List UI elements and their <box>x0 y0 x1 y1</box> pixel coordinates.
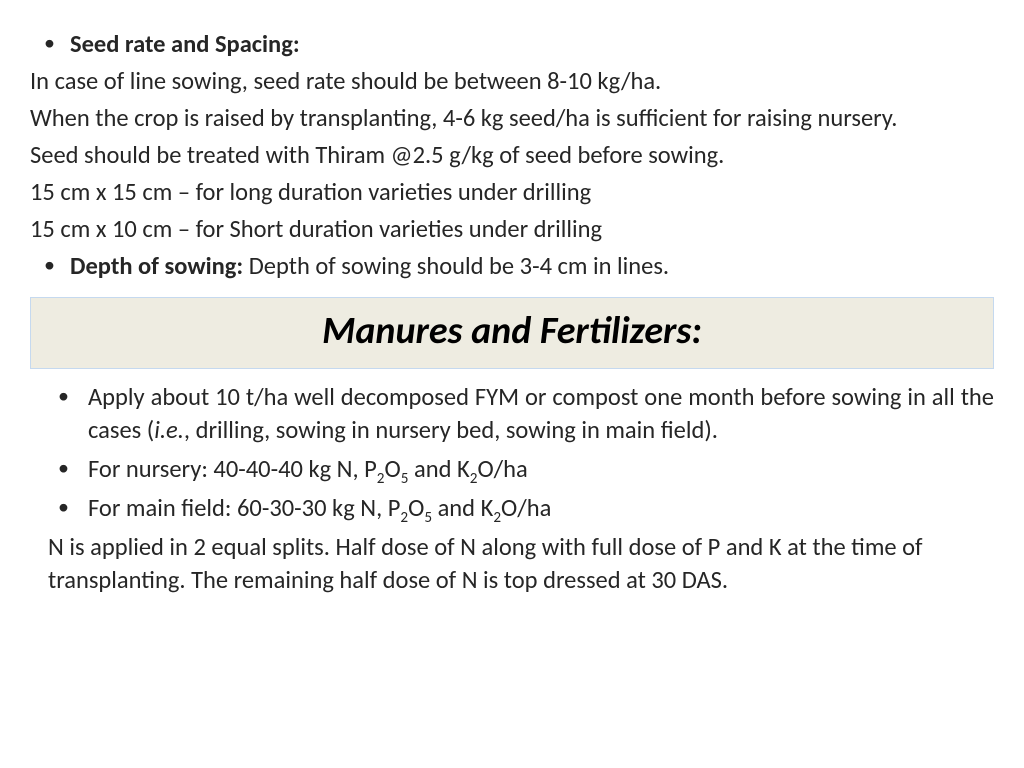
text-transplanting: When the crop is raised by transplanting… <box>30 102 994 135</box>
label-depth: Depth of sowing: <box>70 251 249 281</box>
label-seed-rate: Seed rate and Spacing: <box>70 29 300 59</box>
text-thiram: Seed should be treated with Thiram @2.5 … <box>30 139 994 172</box>
heading-manures: Manures and Fertilizers: <box>30 297 994 368</box>
bullet-seed-rate: Seed rate and Spacing: <box>30 28 994 61</box>
text-spacing-long: 15 cm x 15 cm – for long duration variet… <box>30 176 994 209</box>
slide-content: Seed rate and Spacing: In case of line s… <box>30 28 994 597</box>
text-fym-ital: i.e. <box>154 415 184 445</box>
t-m-pre: For main field: 60-30-30 kg N, P <box>88 493 400 523</box>
t-m-m3: O/ha <box>501 493 551 523</box>
t-m-m2: and K <box>432 493 493 523</box>
text-depth: Depth of sowing should be 3-4 cm in line… <box>249 251 669 281</box>
bullet-mainfield: For main field: 60-30-30 kg N, P2O5 and … <box>30 492 994 525</box>
t-n-m1: O <box>385 454 401 484</box>
t-n-m2: and K <box>408 454 469 484</box>
t-m-s3: 2 <box>493 509 501 527</box>
bullet-list-2: Apply about 10 t/ha well decomposed FYM … <box>30 381 994 525</box>
text-n-splits: N is applied in 2 equal splits. Half dos… <box>30 531 994 597</box>
t-n-pre: For nursery: 40-40-40 kg N, P <box>88 454 377 484</box>
text-spacing-short: 15 cm x 10 cm – for Short duration varie… <box>30 213 994 246</box>
bullet-list-1: Seed rate and Spacing: <box>30 28 994 61</box>
t-n-m3: O/ha <box>477 454 527 484</box>
bullet-fym: Apply about 10 t/ha well decomposed FYM … <box>30 381 994 447</box>
bullet-nursery: For nursery: 40-40-40 kg N, P2O5 and K2O… <box>30 453 994 486</box>
bullet-depth: Depth of sowing: Depth of sowing should … <box>30 250 994 283</box>
heading-text: Manures and Fertilizers: <box>322 308 702 354</box>
t-m-m1: O <box>408 493 424 523</box>
bullet-list-depth: Depth of sowing: Depth of sowing should … <box>30 250 994 283</box>
t-m-s2: 5 <box>424 509 432 527</box>
t-m-s1: 2 <box>400 509 408 527</box>
text-line-sowing: In case of line sowing, seed rate should… <box>30 65 994 98</box>
t-n-s1: 2 <box>377 470 385 488</box>
text-fym-post: , drilling, sowing in nursery bed, sowin… <box>184 415 718 445</box>
